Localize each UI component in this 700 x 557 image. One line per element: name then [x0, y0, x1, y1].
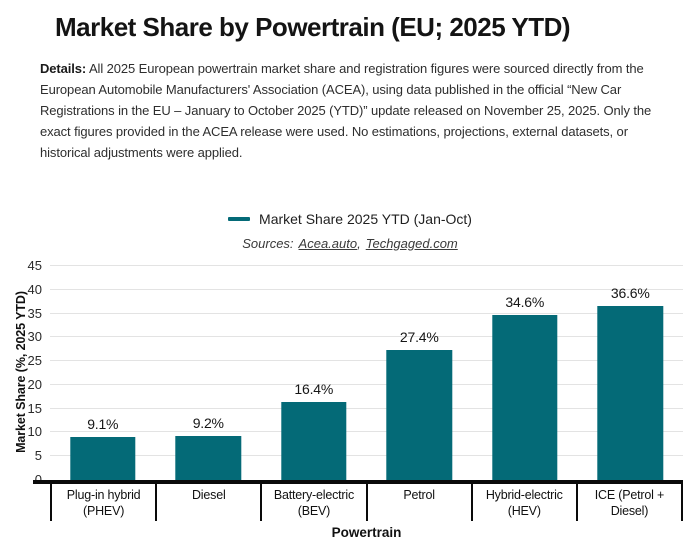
y-tick-labels: 0 5 10 15 20 25 30 35 40 45 [0, 258, 42, 487]
gridline-25 [50, 360, 683, 362]
x-category-label-5: Hybrid-electric (HEV) [470, 484, 576, 521]
x-category-label-3: Battery-electric (BEV) [260, 484, 365, 521]
gridline-35 [50, 312, 683, 314]
bar-4 [386, 349, 452, 480]
bar-value-label-5: 34.6% [505, 294, 545, 311]
gridline-20 [50, 383, 683, 385]
bar-6 [597, 305, 663, 480]
gridline-15 [50, 407, 683, 409]
details-text: All 2025 European powertrain market shar… [40, 61, 652, 160]
y-tick-40: 40 [27, 281, 42, 297]
legend-label: Market Share 2025 YTD (Jan-Oct) [259, 211, 472, 227]
details-paragraph: Details: All 2025 European powertrain ma… [40, 58, 664, 163]
bar-slot-2: 9.2% [156, 266, 262, 480]
bar-slot-5: 34.6% [472, 266, 578, 480]
source-link-techgaged[interactable]: Techgaged.com [365, 236, 458, 251]
y-tick-30: 30 [27, 329, 42, 345]
y-tick-35: 35 [27, 305, 42, 321]
x-category-label-4: Petrol [365, 484, 471, 521]
x-axis-line [33, 480, 683, 484]
details-label: Details: [40, 61, 87, 76]
gridline-40 [50, 288, 683, 290]
legend-line-swatch [228, 217, 251, 221]
y-tick-0: 0 [0, 472, 42, 488]
bar-3 [281, 402, 347, 480]
bar-5 [492, 315, 558, 480]
gridline-30 [50, 336, 683, 338]
x-category-label-1: Plug-in hybrid (PHEV) [50, 484, 155, 521]
bar-chart: Market Share (%, 2025 YTD) 0510152025303… [0, 258, 700, 557]
bars-container: 9.1% 9.2% 16.4% 27.4% 34.6% 36.6% [50, 266, 683, 480]
y-tick-25: 25 [27, 353, 42, 369]
page-title: Market Share by Powertrain (EU; 2025 YTD… [55, 12, 571, 42]
y-tick-10: 10 [27, 424, 42, 440]
bar-slot-3: 16.4% [261, 266, 367, 480]
bar-value-label-3: 16.4% [294, 381, 334, 398]
gridline-10 [50, 431, 683, 433]
y-tick-5: 5 [34, 448, 42, 464]
bar-slot-1: 9.1% [50, 266, 156, 480]
y-tick-15: 15 [27, 400, 42, 416]
x-category-label-6: ICE (Petrol + Diesel) [575, 484, 681, 521]
bar-value-label-6: 36.6% [610, 284, 650, 301]
y-tick-45: 45 [27, 258, 42, 273]
bar-slot-4: 27.4% [367, 266, 473, 480]
source-link-acea[interactable]: Acea.auto [298, 236, 358, 251]
bar-slot-6: 36.6% [578, 266, 684, 480]
sources-prefix: Sources: [242, 236, 294, 251]
bar-2 [175, 436, 241, 480]
category-label-row: Plug-in hybrid (PHEV) Diesel Battery-elect… [50, 484, 683, 521]
bar-value-label-1: 9.1% [87, 415, 119, 432]
x-axis-title: Powertrain [331, 525, 402, 540]
gridline-5 [50, 455, 683, 457]
bar-1 [70, 436, 136, 480]
gridline-45 [50, 265, 683, 266]
y-tick-20: 20 [27, 376, 42, 392]
bar-value-label-2: 9.2% [192, 415, 224, 432]
chart-legend: Market Share 2025 YTD (Jan-Oct) [0, 211, 700, 227]
x-category-label-2: Diesel [155, 484, 260, 521]
plot-area: 9.1% 9.2% 16.4% 27.4% 34.6% 36.6% [50, 265, 683, 480]
sources-line: Sources: Acea.auto, Techgaged.com [0, 236, 700, 251]
sources-separator: , [357, 236, 361, 251]
bar-value-label-4: 27.4% [399, 328, 439, 345]
